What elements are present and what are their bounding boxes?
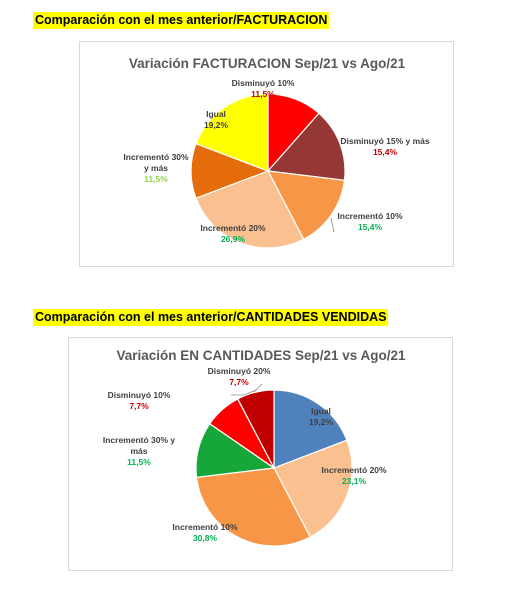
slice-disminuyo-15-y-mas: [266, 112, 346, 181]
pie-chart-facturacion: Variación FACTURACION Sep/21 vs Ago/21 D…: [123, 56, 430, 249]
chart-title: Variación FACTURACION Sep/21 vs Ago/21: [129, 56, 406, 71]
data-labels: Igual 19,2% Incrementó 20% 23,1% Incrementó …: [103, 366, 387, 543]
leader-line-disminuyo-20: [231, 389, 257, 396]
data-labels: Disminuyó 10% 11,5% Disminuyó 15% y más 15,…: [123, 78, 430, 244]
slice-incremento-10: [266, 170, 346, 241]
slice-incremento-20: [273, 439, 353, 538]
label-igual: Igual 19,2%: [309, 406, 334, 427]
label-incremento-30-y-mas: Incrementó 30% y más 11,5%: [123, 152, 189, 184]
slice-igual: [273, 389, 348, 469]
heading-cantidades: Comparación con el mes anterior/CANTIDAD…: [33, 309, 389, 326]
slice-disminuyo-20: [236, 389, 275, 469]
label-disminuyo-10: Disminuyó 10% 7,7%: [108, 390, 171, 411]
slice-incremento-10: [195, 467, 312, 547]
pie-slices: [190, 93, 346, 249]
label-incremento-20: Incrementó 20% 23,1%: [321, 465, 387, 486]
label-igual: Igual 19,2%: [204, 109, 229, 130]
chart-title: Variación EN CANTIDADES Sep/21 vs Ago/21: [116, 348, 406, 363]
label-incremento-10: Incrementó 10% 30,8%: [172, 522, 238, 543]
label-disminuyo-20: Disminuyó 20% 7,7%: [208, 366, 271, 387]
leader-line-incremento-10: [330, 217, 335, 233]
slice-igual: [195, 93, 269, 172]
label-disminuyo-10: Disminuyó 10% 11,5%: [232, 78, 295, 99]
label-incremento-10: Incrementó 10% 15,4%: [337, 211, 403, 232]
heading-facturacion: Comparación con el mes anterior/FACTURAC…: [33, 12, 330, 29]
leader-lines: [231, 383, 263, 396]
slice-incremento-20: [195, 170, 305, 249]
pie-slices: [195, 389, 353, 547]
leader-lines: [330, 217, 335, 233]
label-disminuyo-15-y-mas: Disminuyó 15% y más 15,4%: [340, 136, 430, 157]
chart-cantidades: Variación EN CANTIDADES Sep/21 vs Ago/21…: [68, 337, 453, 571]
chart-facturacion: Variación FACTURACION Sep/21 vs Ago/21 D…: [79, 41, 454, 267]
label-incremento-20: Incrementó 20% 26,9%: [200, 223, 266, 244]
label-incremento-30-y-mas: Incrementó 30% y más 11,5%: [103, 435, 176, 467]
pie-chart-cantidades: Variación EN CANTIDADES Sep/21 vs Ago/21…: [103, 348, 406, 547]
